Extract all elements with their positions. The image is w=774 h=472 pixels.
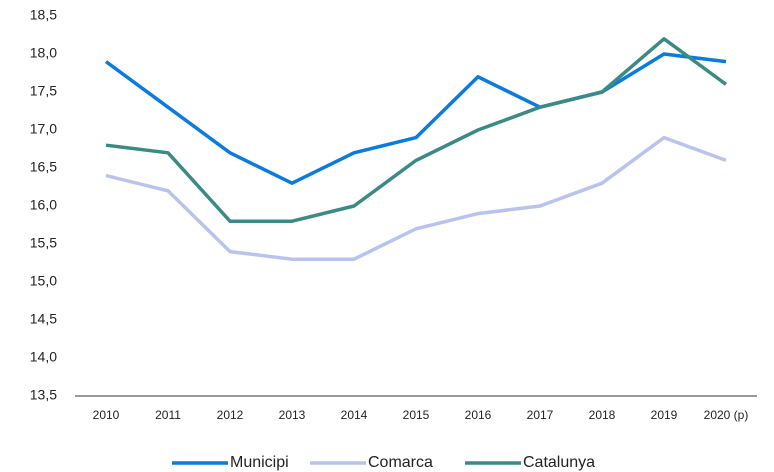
y-tick-label: 18,0 <box>30 45 57 61</box>
y-tick-label: 15,0 <box>30 273 57 289</box>
legend-label: Comarca <box>368 454 433 471</box>
x-tick-label: 2010 <box>93 408 120 422</box>
series-line <box>105 37 728 223</box>
x-tick-label: 2014 <box>341 408 368 422</box>
series-line <box>104 52 727 185</box>
x-tick-label: 2013 <box>279 408 306 422</box>
y-tick-label: 16,0 <box>30 197 57 213</box>
x-tick-label: 2011 <box>155 408 181 422</box>
y-tick-label: 14,0 <box>30 349 57 365</box>
x-tick-label: 2020 (p) <box>704 408 749 422</box>
x-tick-label: 2012 <box>217 408 244 422</box>
y-tick-label: 17,5 <box>30 83 57 99</box>
y-tick-label: 13,5 <box>30 387 57 403</box>
series-line <box>105 135 727 261</box>
y-tick-label: 15,5 <box>30 235 57 251</box>
legend-label: Catalunya <box>523 454 595 471</box>
y-tick-label: 18,5 <box>30 7 57 23</box>
x-tick-label: 2017 <box>527 408 554 422</box>
x-tick-label: 2018 <box>589 408 616 422</box>
legend-label: Municipi <box>230 454 289 471</box>
y-tick-label: 14,5 <box>30 311 57 327</box>
x-tick-label: 2016 <box>465 408 492 422</box>
x-tick-label: 2015 <box>403 408 430 422</box>
y-tick-label: 16,5 <box>30 159 57 175</box>
y-tick-label: 17,0 <box>30 121 57 137</box>
x-tick-label: 2019 <box>651 408 678 422</box>
